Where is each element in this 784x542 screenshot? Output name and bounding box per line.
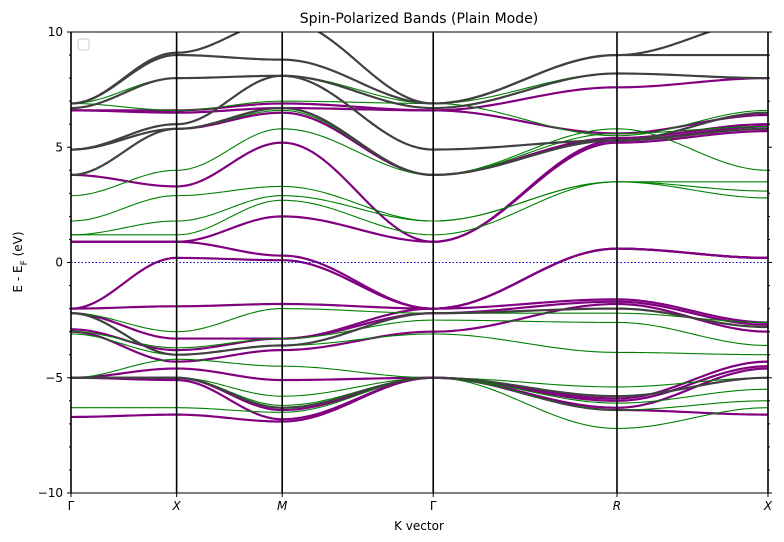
- band-line-2-2: [71, 106, 768, 177]
- band-line-0-1: [71, 367, 768, 421]
- band-line-1-7: [71, 181, 768, 236]
- band-line-1-0: [71, 377, 768, 430]
- band-line-2-5: [71, 53, 768, 105]
- x-tick-label-3: Γ: [430, 499, 437, 513]
- x-tick-label-1: X: [171, 499, 181, 513]
- y-axis: −10 −5 0 5 10: [38, 25, 772, 500]
- x-tick-label-5: X: [763, 499, 773, 513]
- x-tick-label-0: Γ: [68, 499, 75, 513]
- y-tick-label-1: −5: [45, 371, 63, 385]
- band-line-0-10: [71, 130, 768, 243]
- y-tick-label-3: 5: [55, 140, 63, 154]
- band-line-2-1: [71, 307, 768, 356]
- band-line-0-4: [71, 302, 768, 363]
- band-line-0-14: [71, 77, 768, 112]
- band-line-2-6: [71, 32, 713, 105]
- band-line-1-8: [71, 181, 768, 236]
- band-line-2-0: [71, 376, 768, 409]
- band-line-1-10: [71, 128, 768, 197]
- band-line-0-9: [71, 240, 768, 310]
- band-line-0-12: [71, 111, 768, 177]
- band-line-1-4: [71, 333, 768, 356]
- y-tick-label-2: 0: [55, 256, 63, 270]
- y-tick-label-4: 10: [48, 25, 63, 39]
- band-line-1-6: [71, 308, 768, 333]
- legend-box: [77, 38, 90, 51]
- y-axis-label-unit: (eV): [11, 231, 25, 260]
- x-axis-label: K vector: [394, 519, 444, 533]
- bands-layer: [71, 32, 768, 430]
- y-tick-label-0: −10: [38, 486, 63, 500]
- band-line-1-3: [71, 358, 768, 388]
- band-line-0-8: [71, 247, 768, 310]
- y-axis-label-subscript: F: [20, 260, 30, 265]
- band-line-1-9: [71, 181, 768, 222]
- chart-title: Spin-Polarized Bands (Plain Mode): [300, 11, 538, 27]
- band-line-2-3: [71, 74, 768, 151]
- band-line-1-12: [71, 100, 768, 137]
- x-tick-label-2: M: [277, 499, 288, 513]
- band-line-0-13: [71, 106, 768, 135]
- band-line-2-4: [71, 72, 768, 110]
- band-line-0-2: [71, 365, 768, 412]
- band-line-1-11: [71, 109, 768, 176]
- y-axis-label: E - EF (eV): [11, 231, 30, 292]
- y-axis-label-main: E - E: [11, 265, 25, 292]
- x-tick-label-4: R: [613, 499, 621, 513]
- band-line-0-6: [71, 298, 768, 340]
- band-line-0-5: [71, 300, 768, 352]
